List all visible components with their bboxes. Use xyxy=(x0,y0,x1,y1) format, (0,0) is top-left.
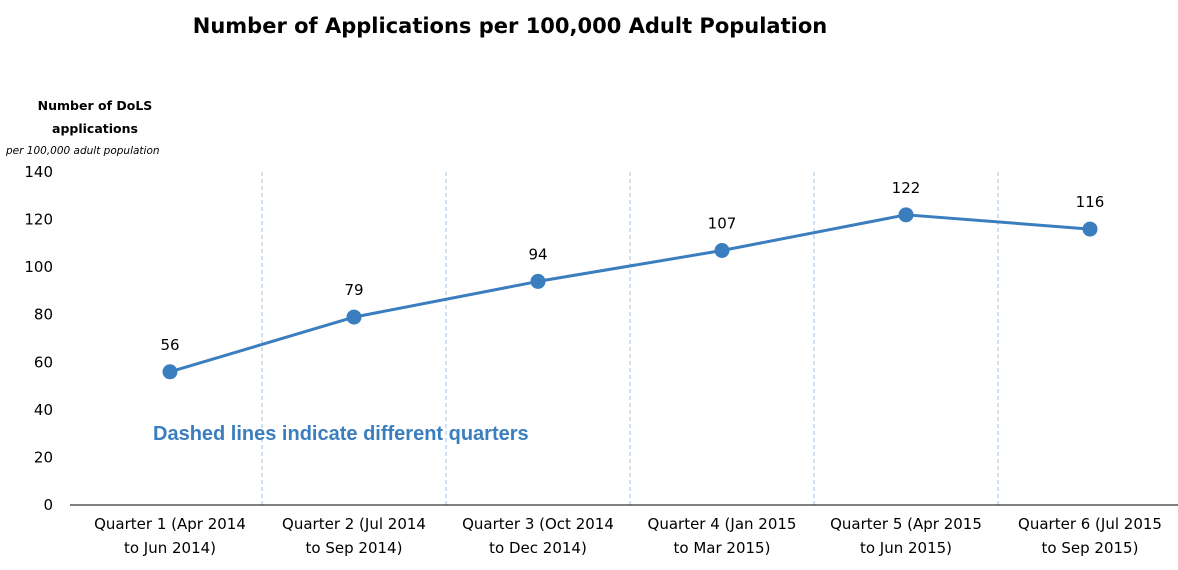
data-point xyxy=(346,309,362,325)
x-tick-label: to Dec 2014) xyxy=(489,539,587,557)
x-tick-label: to Jun 2015) xyxy=(860,539,952,557)
chart-title: Number of Applications per 100,000 Adult… xyxy=(192,14,828,38)
data-point xyxy=(898,207,914,223)
y-tick-label: 100 xyxy=(24,258,53,276)
y-axis-label-line-1: Number of DoLS xyxy=(37,98,153,113)
y-tick-label: 40 xyxy=(34,401,53,419)
data-point xyxy=(530,273,546,289)
y-tick-label: 80 xyxy=(34,306,53,324)
data-point xyxy=(714,242,730,258)
data-label: 122 xyxy=(892,179,921,197)
y-tick-label: 60 xyxy=(34,353,53,371)
y-tick-label: 140 xyxy=(24,163,53,181)
x-tick-label: Quarter 3 (Oct 2014 xyxy=(462,515,614,533)
y-tick-label: 20 xyxy=(34,448,53,466)
x-tick-label: to Jun 2014) xyxy=(124,539,216,557)
x-tick-label: to Sep 2014) xyxy=(306,539,403,557)
data-point xyxy=(162,364,178,380)
y-axis-sublabel: per 100,000 adult population xyxy=(6,145,160,157)
x-tick-label: Quarter 5 (Apr 2015 xyxy=(830,515,982,533)
x-tick-label: Quarter 2 (Jul 2014 xyxy=(282,515,426,533)
x-tick-label: to Mar 2015) xyxy=(674,539,771,557)
x-tick-label: to Sep 2015) xyxy=(1042,539,1139,557)
data-label: 56 xyxy=(160,336,179,354)
data-label: 116 xyxy=(1076,193,1105,211)
x-tick-label: Quarter 6 (Jul 2015 xyxy=(1018,515,1162,533)
data-label: 94 xyxy=(528,245,547,263)
y-tick-label: 0 xyxy=(43,496,53,514)
series-line xyxy=(169,213,1091,374)
data-label: 107 xyxy=(708,214,737,232)
x-tick-label: Quarter 4 (Jan 2015 xyxy=(648,515,797,533)
data-label: 79 xyxy=(344,281,363,299)
y-axis-label-line-2: applications xyxy=(52,121,138,136)
y-tick-label: 120 xyxy=(24,211,53,229)
x-tick-label: Quarter 1 (Apr 2014 xyxy=(94,515,246,533)
data-point xyxy=(1082,221,1098,237)
chart-annotation: Dashed lines indicate different quarters xyxy=(153,423,529,445)
